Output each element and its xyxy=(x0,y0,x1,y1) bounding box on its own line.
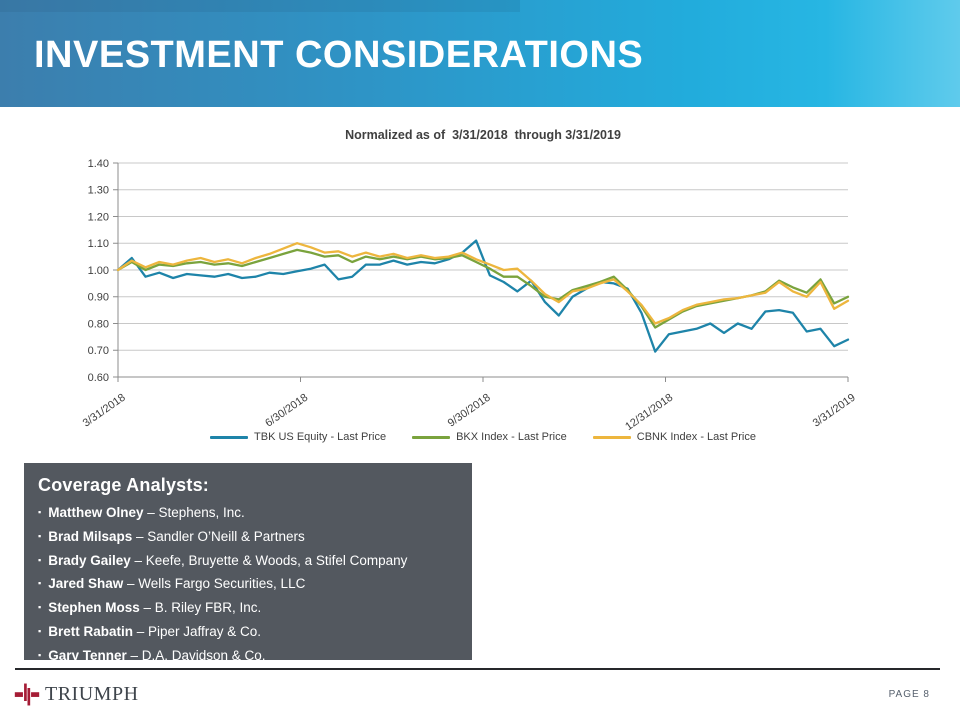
series-line xyxy=(116,242,850,325)
y-axis-label: 1.30 xyxy=(88,185,109,197)
header-banner: INVESTMENT CONSIDERATIONS xyxy=(0,0,960,107)
y-axis-label: 1.40 xyxy=(88,158,109,170)
x-axis-label: 3/31/2019 xyxy=(811,392,858,430)
legend-item: BKX Index - Last Price xyxy=(412,431,567,443)
analyst-name: Brady Gailey xyxy=(48,552,131,568)
triumph-cross-icon xyxy=(14,683,40,706)
analyst-firm: – Sandler O’Neill & Partners xyxy=(132,528,305,544)
y-axis-label: 0.60 xyxy=(88,372,109,384)
chart-legend: TBK US Equity - Last Price BKX Index - La… xyxy=(118,431,848,443)
x-axis-label: 12/31/2018 xyxy=(623,392,675,433)
page-number: PAGE 8 xyxy=(888,689,930,700)
coverage-analysts-heading: Coverage Analysts: xyxy=(38,475,209,495)
analyst-firm: – Piper Jaffray & Co. xyxy=(132,623,262,639)
y-axis-label: 1.00 xyxy=(88,265,109,277)
slide-title: INVESTMENT CONSIDERATIONS xyxy=(34,34,644,76)
analyst-name: Gary Tenner xyxy=(48,647,127,663)
analyst-firm: – D.A. Davidson & Co. xyxy=(126,647,266,663)
legend-line-swatch xyxy=(592,435,631,439)
y-axis-label: 0.80 xyxy=(88,318,109,330)
series-line xyxy=(116,239,850,353)
analyst-firm: – Stephens, Inc. xyxy=(143,505,245,520)
bullet-icon: ▪ xyxy=(38,625,42,636)
bullet-icon: ▪ xyxy=(38,602,42,613)
analyst-name: Brad Milsaps xyxy=(48,528,133,544)
chart-title: Normalized as of 3/31/2018 through 3/31/… xyxy=(345,128,621,142)
analyst-firm: – Keefe, Bruyette & Woods, a Stifel Comp… xyxy=(130,552,408,568)
series-line xyxy=(116,248,850,329)
analyst-row: ▪ Stephen Moss – B. Riley FBR, Inc. xyxy=(38,597,458,621)
analyst-row: ▪ Brett Rabatin – Piper Jaffray & Co. xyxy=(38,621,458,645)
legend-item: CBNK Index - Last Price xyxy=(592,431,756,443)
coverage-analysts-panel: Coverage Analysts: ▪ Matthew Olney – Step… xyxy=(24,463,472,663)
analyst-row: ▪ Gary Tenner – D.A. Davidson & Co. xyxy=(38,645,458,669)
analyst-name: Stephen Moss xyxy=(48,600,140,616)
legend-item: TBK US Equity - Last Price xyxy=(210,431,386,443)
legend-label: CBNK Index - Last Price xyxy=(636,431,756,443)
analyst-name: Matthew Olney xyxy=(48,505,144,520)
y-axis-label: 1.10 xyxy=(88,238,109,250)
x-axis-label: 6/30/2018 xyxy=(263,392,310,430)
legend-label: BKX Index - Last Price xyxy=(456,431,567,443)
bullet-icon: ▪ xyxy=(38,578,42,589)
analyst-row: ▪ Brady Gailey – Keefe, Bruyette & Woods,… xyxy=(38,550,458,574)
bullet-icon: ▪ xyxy=(38,507,42,517)
analyst-name: Jared Shaw xyxy=(48,576,124,592)
analyst-row: ▪ Brad Milsaps – Sandler O’Neill & Partne… xyxy=(38,526,458,550)
analyst-row: ▪ Jared Shaw – Wells Fargo Securities, LL… xyxy=(38,573,458,597)
analyst-firm: – B. Riley FBR, Inc. xyxy=(139,600,262,616)
analyst-row: ▪ Matthew Olney – Stephens, Inc. xyxy=(38,502,458,526)
header-accent-strip xyxy=(0,0,520,12)
legend-label: TBK US Equity - Last Price xyxy=(254,431,387,443)
bullet-icon: ▪ xyxy=(38,554,42,565)
legend-line-swatch xyxy=(210,435,249,439)
brand-name: TRIUMPH xyxy=(45,683,139,705)
footer-divider xyxy=(15,668,940,670)
x-axis-label: 9/30/2018 xyxy=(446,392,493,430)
y-axis-label: 0.70 xyxy=(88,345,109,357)
legend-line-swatch xyxy=(412,435,451,439)
triumph-logo: TRIUMPH xyxy=(14,681,139,708)
bullet-icon: ▪ xyxy=(38,530,42,541)
coverage-analysts-list: ▪ Matthew Olney – Stephens, Inc. ▪ Brad Mil… xyxy=(38,502,458,669)
x-axis-label: 3/31/2018 xyxy=(81,392,128,430)
analyst-firm: – Wells Fargo Securities, LLC xyxy=(123,576,306,592)
analyst-name: Brett Rabatin xyxy=(48,623,133,639)
y-axis-label: 0.90 xyxy=(88,292,109,304)
y-axis-label: 1.20 xyxy=(88,211,109,223)
bullet-icon: ▪ xyxy=(38,649,42,660)
